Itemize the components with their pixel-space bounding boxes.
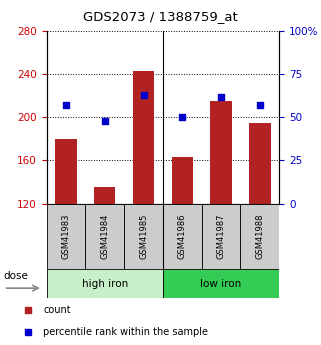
Text: dose: dose — [4, 270, 29, 280]
Bar — [85, 204, 124, 269]
Bar — [240, 204, 279, 269]
Text: GSM41987: GSM41987 — [217, 214, 226, 259]
Bar — [163, 204, 202, 269]
Point — [63, 102, 68, 108]
Text: GSM41986: GSM41986 — [178, 214, 187, 259]
Text: GSM41985: GSM41985 — [139, 214, 148, 259]
Text: count: count — [44, 305, 71, 315]
Bar — [163, 269, 279, 298]
Point — [102, 118, 107, 124]
Bar — [124, 204, 163, 269]
Bar — [202, 204, 240, 269]
Bar — [172, 157, 193, 204]
Point — [219, 94, 224, 99]
Bar — [249, 123, 271, 204]
Bar — [55, 139, 77, 204]
Text: low iron: low iron — [200, 279, 242, 289]
Text: GSM41983: GSM41983 — [61, 214, 70, 259]
Text: GDS2073 / 1388759_at: GDS2073 / 1388759_at — [83, 10, 238, 23]
Text: GSM41988: GSM41988 — [256, 214, 265, 259]
Bar — [47, 204, 85, 269]
Text: high iron: high iron — [82, 279, 128, 289]
Text: GSM41984: GSM41984 — [100, 214, 109, 259]
Bar — [94, 187, 115, 204]
Point — [257, 102, 263, 108]
Bar — [133, 71, 154, 204]
Bar — [47, 269, 163, 298]
Point — [141, 92, 146, 98]
Bar — [211, 101, 232, 204]
Point — [180, 115, 185, 120]
Text: percentile rank within the sample: percentile rank within the sample — [44, 327, 209, 337]
